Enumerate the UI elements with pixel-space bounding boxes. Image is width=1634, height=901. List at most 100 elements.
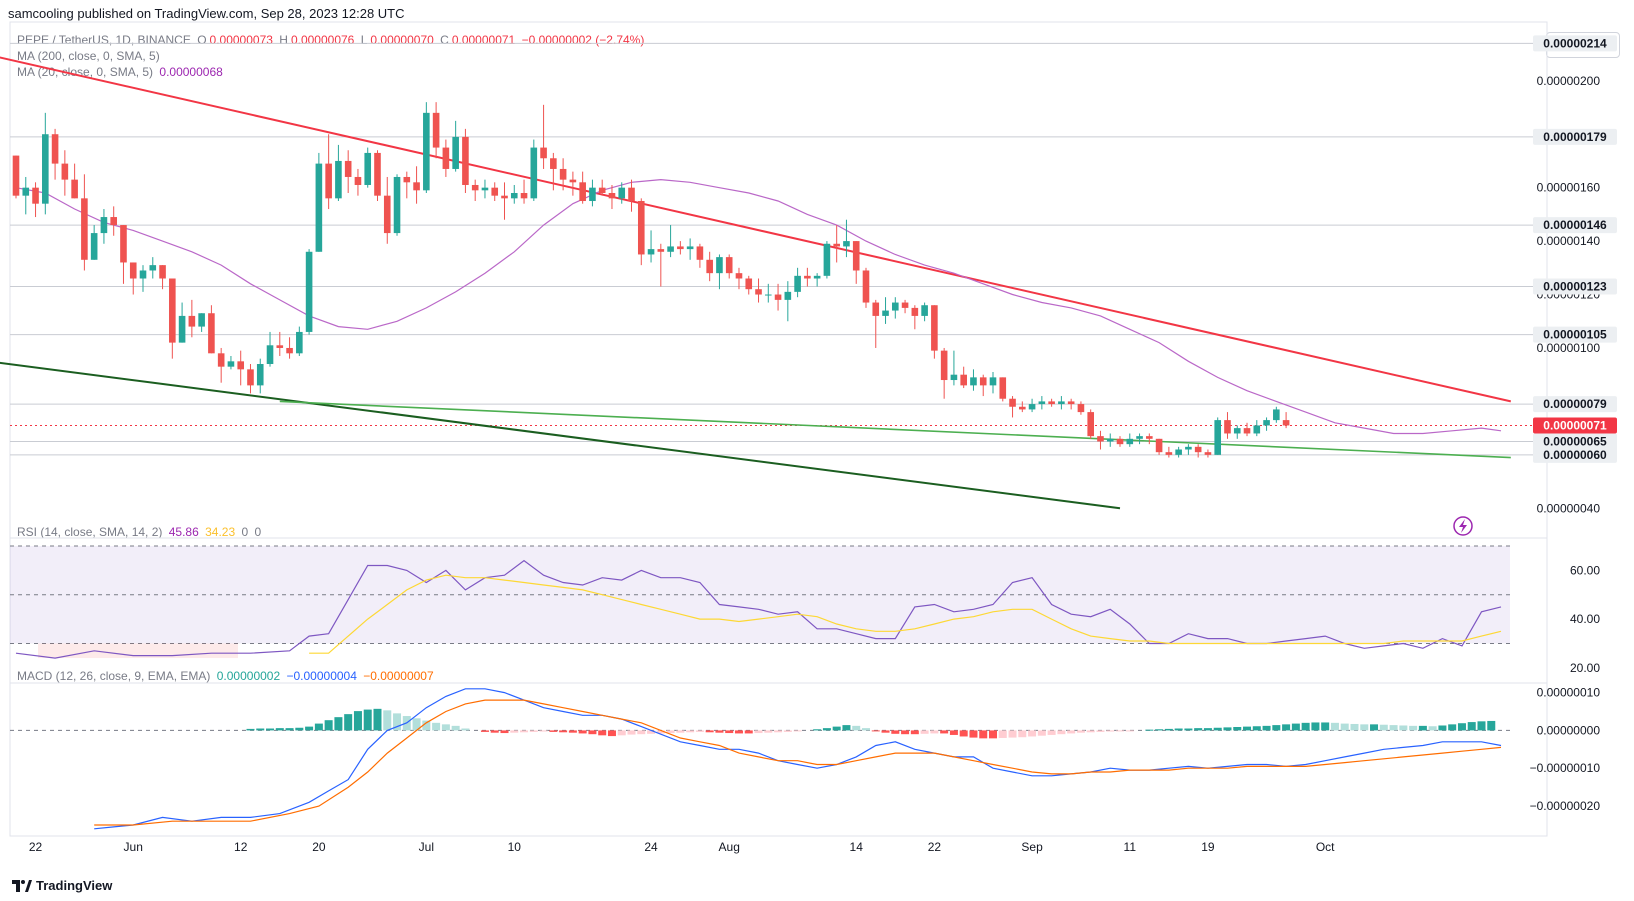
candle [735,267,743,290]
candle-body [169,278,176,343]
candle [618,182,626,204]
tradingview-logo[interactable]: TradingView [12,878,112,893]
candle-body [1204,452,1212,455]
candle-body [364,152,372,185]
macd-histogram-bar [1037,730,1046,736]
price-marker-bg [1533,417,1617,434]
macd-histogram-bar [432,722,441,731]
candle [217,347,225,383]
macd-histogram-bar [1008,730,1017,738]
rsi-axis-tick: 60.00 [1570,563,1600,577]
low-label: L [360,33,368,47]
time-axis-tick: 11 [1124,840,1137,854]
macd-layer [10,688,1510,830]
candle [979,374,987,397]
price-marker: 0.00000146 [1533,217,1617,234]
price-axis-tick: 0.00000140 [1537,234,1601,248]
candle-body [1194,446,1202,453]
price-marker-label: 0.00000079 [1543,397,1607,411]
macd-histogram-bar [901,730,910,735]
macd-histogram-bar [1067,730,1076,734]
candle [315,152,323,252]
candle-body [950,374,958,381]
candle [149,257,157,279]
macd-histogram-bar [842,725,851,731]
macd-histogram-bar [1340,723,1349,731]
candle-body [579,182,586,202]
candle [677,241,684,255]
open-label: O [197,33,207,47]
candle-body [804,275,811,279]
candle [764,283,772,303]
candle-body [247,369,254,386]
macd-histogram-bar [1145,729,1154,731]
candle-body [530,147,538,199]
candle [1106,433,1114,447]
candle-body [550,158,557,169]
candle-body [725,257,733,274]
candle-body [921,305,928,316]
macd-legend[interactable]: MACD (12, 26, close, 9, EMA, EMA) 0.0000… [17,669,437,683]
candle [100,209,108,244]
rsi-value: 45.86 [168,525,199,539]
time-axis-tick: Aug [719,840,740,854]
macd-histogram-bar [1018,730,1027,738]
macd-histogram-bar [881,730,890,733]
candle-body [1058,401,1065,405]
macd-histogram-bar [1125,730,1134,732]
candle-body [608,193,616,199]
candle [296,326,303,356]
macd-histogram-bar [1360,724,1369,731]
macd-histogram-bar [510,730,519,733]
candle-body [989,377,997,386]
candle [647,230,655,263]
candle [852,241,860,284]
candle [989,372,997,394]
macd-histogram-bar [353,711,362,731]
macd-histogram-bar [969,730,978,738]
candle-body [1165,452,1173,455]
price-marker: 0.00000065 [1533,433,1617,450]
rsi-extra-1: 0 [241,525,249,539]
macd-histogram-bar [1477,721,1486,731]
candle-body [1097,436,1104,442]
macd-histogram-bar [607,730,616,737]
candle-body [442,147,450,169]
candle [1126,433,1134,447]
candle [1038,396,1046,410]
candle-body [862,270,870,303]
candle-body [892,302,899,311]
time-axis-tick: 24 [644,840,658,854]
rsi-legend[interactable]: RSI (14, close, SMA, 14, 2) 45.86 34.23 … [17,525,264,539]
macd-histogram-bar [559,730,568,733]
macd-histogram-bar [705,730,714,733]
candle-body [569,179,577,183]
candle [1243,422,1251,437]
ma200-legend[interactable]: MA (200, close, 0, SMA, 5) [17,49,163,63]
candle-body [667,246,674,252]
macd-histogram-bar [822,728,831,731]
candle-body [1077,404,1085,413]
candle-body [481,187,489,191]
candle [550,152,557,191]
macd-histogram-bar [949,730,958,735]
macd-histogram-bar [959,730,968,737]
ma20-layer [15,178,1502,435]
lightning-icon[interactable] [1453,516,1473,536]
candle [520,179,528,204]
candle [159,265,166,290]
candle-body [1273,409,1280,421]
macd-histogram-bar [695,730,704,732]
candle-body [598,187,606,193]
plot-frame [9,21,1548,837]
candle-body [774,294,782,300]
rsi-label: RSI (14, close, SMA, 14, 2) [17,525,163,539]
macd-histogram-bar [989,730,997,739]
price-marker: 0.00000079 [1533,396,1617,413]
candle [931,305,938,359]
candle [491,182,499,202]
macd-histogram-bar [1399,725,1408,731]
price-marker: 0.00000179 [1533,128,1617,145]
macd-histogram-bar [1203,728,1212,731]
